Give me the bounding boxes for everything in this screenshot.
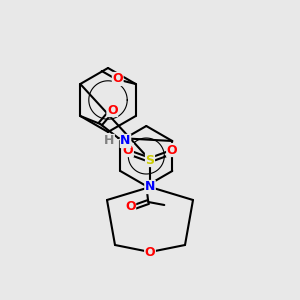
Text: O: O [123,143,133,157]
Text: O: O [125,200,136,214]
Text: H: H [104,134,114,148]
Text: N: N [145,181,155,194]
Text: N: N [120,134,131,148]
Text: O: O [107,103,118,116]
Text: O: O [167,143,177,157]
Text: S: S [146,154,154,166]
Text: O: O [112,73,123,85]
Text: O: O [145,245,155,259]
